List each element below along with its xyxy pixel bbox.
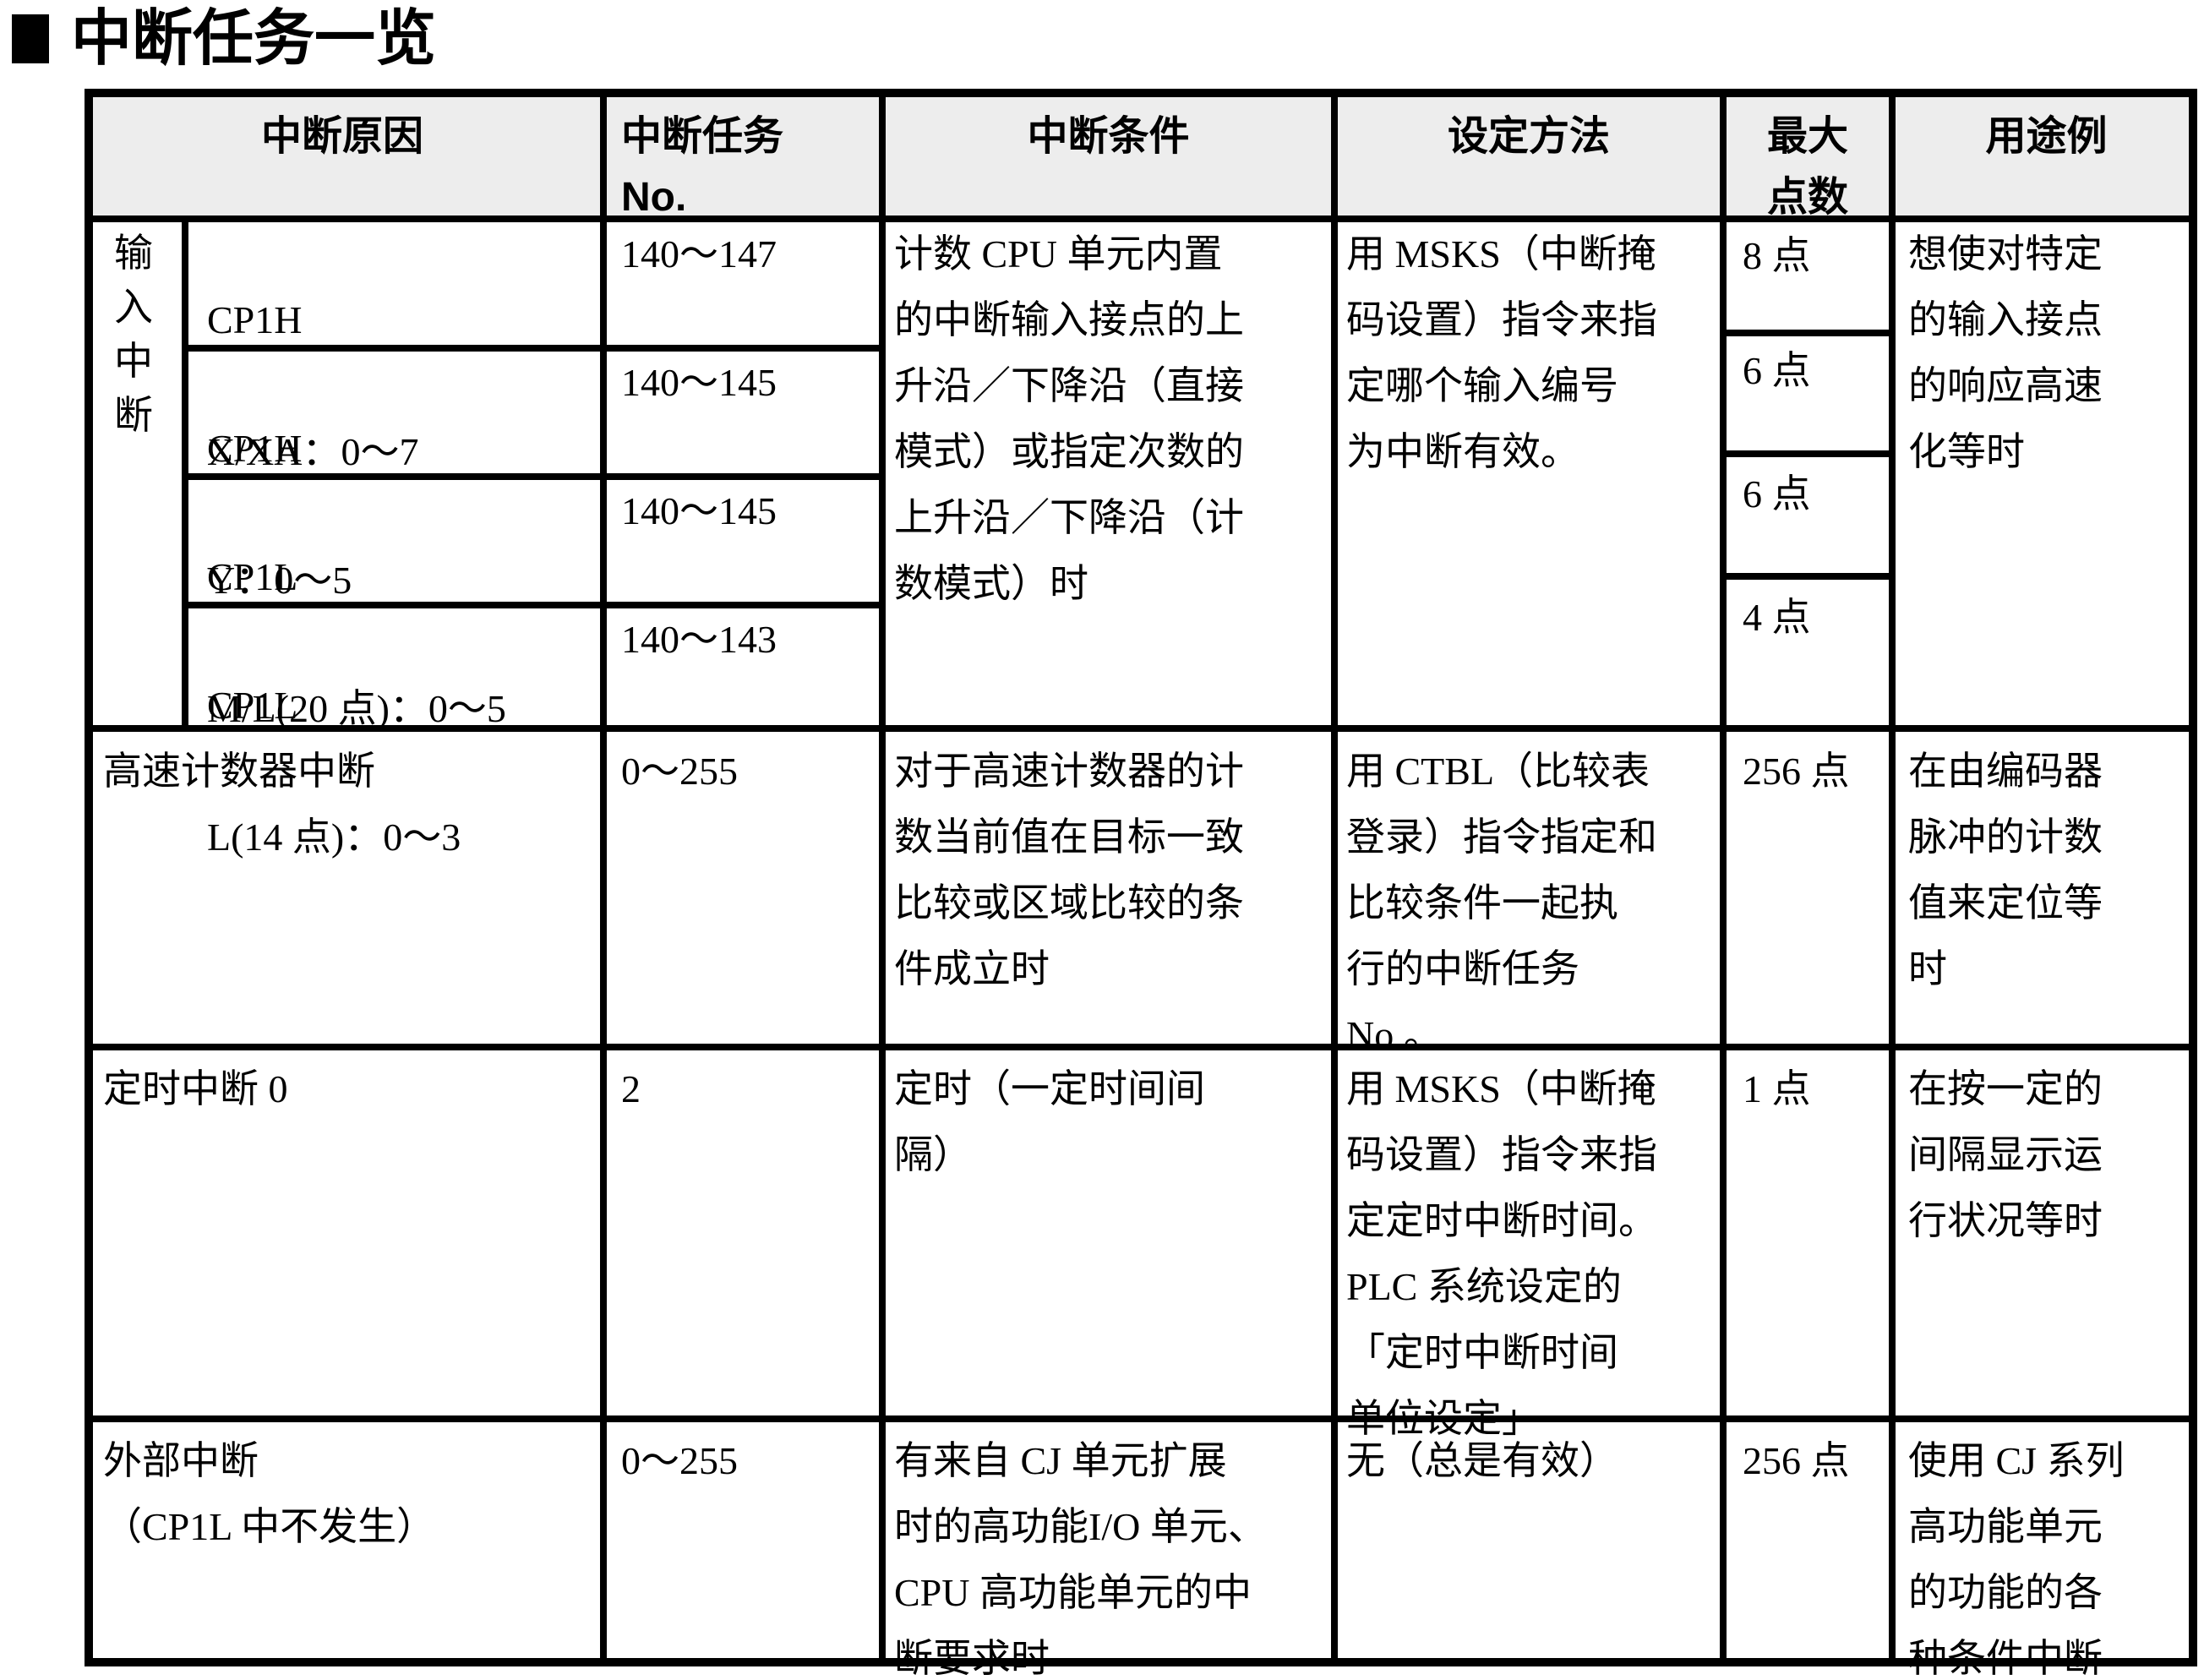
header-condition: 中断条件 (1027, 114, 1190, 159)
max-points-cell: 256 点 (1743, 1439, 1850, 1482)
task-no-cell: 140～147 (621, 232, 777, 275)
method-cell: 用 MSKS（中断掩 码设置）指令来指 定哪个输入编号 为中断有效。 (1346, 232, 1657, 473)
task-no-cell: 140～143 (621, 618, 777, 661)
max-points-cell: 6 点 (1743, 472, 1811, 515)
table-border (182, 222, 188, 725)
condition-cell: 有来自 CJ 单元扩展 时的高功能I/O 单元、 CPU 高功能单元的中 断要求… (894, 1439, 1267, 1680)
table-border (85, 1658, 2197, 1666)
table-border (182, 473, 879, 480)
header-max-points: 最大 点数 (1766, 114, 1848, 220)
task-no-cell: 2 (621, 1067, 641, 1110)
input-range: M/L(20 点)：0～5 (207, 687, 506, 730)
condition-cell: 对于高速计数器的计 数当前值在目标一致 比较或区域比较的条 件成立时 (894, 750, 1244, 990)
table-border (182, 602, 879, 608)
cause-cell: 定时中断 0 (103, 1067, 288, 1110)
table-border (879, 89, 886, 1666)
table-border (85, 1415, 2197, 1422)
header-task-no: 中断任务 No. (621, 114, 784, 220)
cause-row: CP1L M/L(20 点)：0～5 (207, 478, 596, 808)
header-method: 设定方法 (1447, 114, 1610, 159)
task-no-cell: 0～255 (621, 1439, 738, 1482)
table-border (2189, 89, 2197, 1666)
table-border (1720, 450, 1896, 457)
input-range: Y：0～5 (207, 559, 352, 602)
cause-row: CP1H Y：0～5 (207, 350, 596, 679)
usage-cell: 想使对特定 的输入接点 的响应高速 化等时 (1908, 232, 2103, 473)
model-name: CP1H (207, 427, 303, 470)
page-title: 中断任务一览 (12, 8, 436, 69)
cause-row: CP1L L(14 点)：0～3 (207, 607, 596, 936)
max-points-cell: 8 点 (1743, 234, 1811, 277)
table-header-background (85, 89, 2197, 215)
model-name: CP1L (207, 684, 298, 727)
table-border (1720, 89, 1727, 1666)
table-border (600, 89, 607, 1666)
table-border (1889, 89, 1896, 1666)
table-border (85, 89, 93, 1666)
method-cell: 用 MSKS（中断掩 码设置）指令来指 定定时中断时间。 PLC 系统设定的 「… (1346, 1067, 1657, 1440)
condition-cell: 定时（一定时间间 隔） (894, 1067, 1205, 1176)
task-no-cell: 140～145 (621, 489, 777, 532)
usage-cell: 在由编码器 脉冲的计数 值来定位等 时 (1908, 750, 2103, 990)
model-name: CP1L (207, 555, 298, 598)
table-border (85, 1044, 2197, 1050)
table-border (85, 725, 2197, 732)
method-cell: 用 CTBL（比较表 登录）指令指定和 比较条件一起执 行的中断任务 No.。 (1346, 750, 1657, 1056)
max-points-cell: 6 点 (1743, 349, 1811, 392)
filled-square-icon (12, 14, 49, 63)
page-title-text: 中断任务一览 (71, 5, 437, 73)
task-no-cell: 0～255 (621, 750, 738, 793)
table-border (182, 345, 879, 352)
cause-cell: 高速计数器中断 (103, 750, 375, 793)
model-name: CP1H (207, 298, 303, 341)
cause-row: CP1H X/XA：0～7 (207, 221, 596, 551)
table-border (1720, 330, 1896, 336)
max-points-cell: 256 点 (1743, 750, 1850, 793)
table-border (85, 215, 2197, 222)
condition-cell: 计数 CPU 单元内置 的中断输入接点的上 升沿／下降沿（直接 模式）或指定次数… (894, 232, 1244, 605)
header-usage: 用途例 (1985, 114, 2108, 159)
max-points-cell: 1 点 (1743, 1067, 1811, 1110)
table-border (1720, 573, 1896, 580)
max-points-cell: 4 点 (1743, 596, 1811, 639)
header-cause: 中断原因 (260, 114, 423, 159)
usage-cell: 使用 CJ 系列 高功能单元 的功能的各 种条件中断 (1908, 1439, 2125, 1680)
cause-cell: 外部中断 （CP1L 中不发生） (103, 1439, 436, 1548)
input-range: X/XA：0～7 (207, 430, 419, 473)
table-border (85, 89, 2197, 97)
usage-cell: 在按一定的 间隔显示运 行状况等时 (1908, 1067, 2103, 1242)
task-no-cell: 140～145 (621, 361, 777, 404)
group-label-input-interrupt: 输入中断 (114, 232, 153, 437)
table-border (1331, 89, 1338, 1666)
method-cell: 无（总是有效） (1346, 1439, 1618, 1482)
input-range: L(14 点)：0～3 (207, 815, 461, 859)
